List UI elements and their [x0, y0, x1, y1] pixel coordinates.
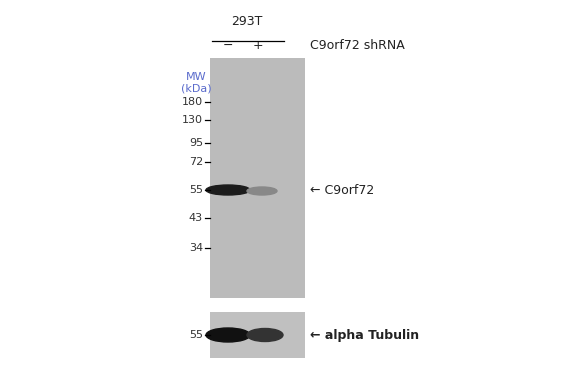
- Text: ← C9orf72: ← C9orf72: [310, 183, 374, 197]
- Ellipse shape: [247, 187, 277, 195]
- Text: 95: 95: [189, 138, 203, 148]
- Text: MW
(kDa): MW (kDa): [180, 72, 211, 94]
- Text: 43: 43: [189, 213, 203, 223]
- Text: 34: 34: [189, 243, 203, 253]
- Text: C9orf72 shRNA: C9orf72 shRNA: [310, 39, 404, 52]
- Bar: [210, 312, 305, 358]
- Ellipse shape: [206, 328, 250, 342]
- Text: 55: 55: [189, 185, 203, 195]
- Text: 55: 55: [189, 330, 203, 340]
- Text: 180: 180: [182, 97, 203, 107]
- Text: 130: 130: [182, 115, 203, 125]
- Text: 72: 72: [189, 157, 203, 167]
- Text: +: +: [253, 39, 263, 52]
- Text: 293T: 293T: [231, 15, 262, 28]
- Bar: [210, 58, 305, 298]
- Ellipse shape: [206, 185, 250, 195]
- Text: ← alpha Tubulin: ← alpha Tubulin: [310, 328, 419, 341]
- Text: −: −: [223, 39, 233, 52]
- Ellipse shape: [247, 328, 283, 341]
